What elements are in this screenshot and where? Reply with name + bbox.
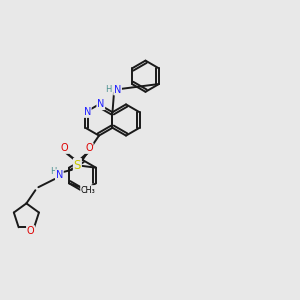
Text: N: N (114, 85, 121, 95)
Text: O: O (61, 143, 69, 153)
Text: O: O (85, 143, 93, 153)
Text: CH₃: CH₃ (81, 186, 95, 195)
Text: N: N (56, 170, 63, 180)
Text: H: H (105, 85, 112, 94)
Text: H: H (50, 167, 57, 176)
Text: O: O (27, 226, 34, 236)
Text: N: N (97, 99, 104, 110)
Text: N: N (84, 107, 91, 117)
Text: S: S (74, 159, 81, 172)
